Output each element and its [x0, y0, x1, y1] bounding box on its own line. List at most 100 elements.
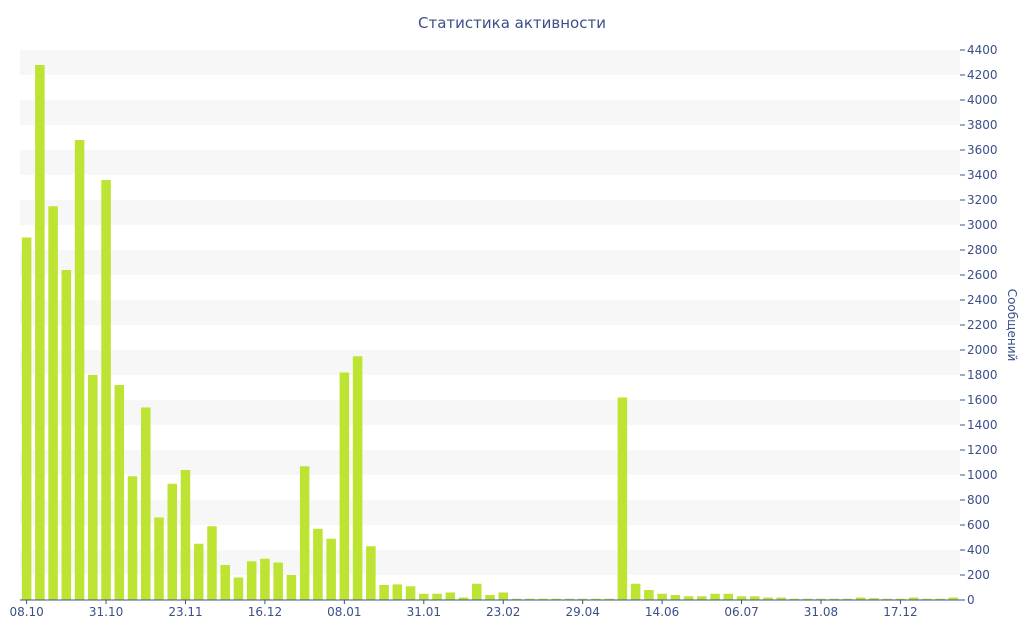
bar[interactable]	[366, 546, 376, 600]
y-tick-label: 2000	[967, 343, 998, 357]
x-tick-label: 31.08	[804, 605, 838, 619]
bar[interactable]	[842, 598, 853, 600]
bar[interactable]	[193, 543, 204, 600]
bar[interactable]	[538, 598, 548, 600]
y-axis-label: Сообщений	[1005, 289, 1019, 362]
grid-band	[20, 300, 960, 325]
bar[interactable]	[246, 561, 257, 600]
x-tick-label: 23.02	[486, 605, 520, 619]
grid-bands	[20, 50, 960, 575]
bar[interactable]	[299, 466, 310, 600]
y-tick-label: 3000	[967, 218, 998, 232]
bar[interactable]	[220, 565, 230, 600]
bar[interactable]	[644, 590, 654, 600]
bar[interactable]	[180, 470, 191, 600]
y-tick-label: 0	[967, 593, 975, 607]
y-tick-label: 1400	[967, 418, 998, 432]
y-tick-label: 4400	[967, 43, 998, 57]
y-tick-label: 3400	[967, 168, 998, 182]
grid-band	[20, 400, 960, 425]
bar[interactable]	[630, 583, 641, 600]
bar[interactable]	[74, 140, 85, 600]
bar[interactable]	[88, 375, 98, 600]
bar[interactable]	[35, 65, 45, 600]
x-tick-label: 08.10	[9, 605, 43, 619]
bar[interactable]	[922, 598, 932, 600]
bar[interactable]	[458, 597, 469, 601]
bar[interactable]	[114, 385, 125, 600]
y-tick-label: 200	[967, 568, 990, 582]
bar[interactable]	[21, 237, 32, 601]
x-tick-label: 08.01	[327, 605, 361, 619]
y-axis-ticks: 0 200 400 600 800 1000 1200 1400 1600 1800 2000 220…	[960, 43, 998, 607]
bar[interactable]	[855, 597, 866, 601]
y-tick-label: 3800	[967, 118, 998, 132]
bar[interactable]	[432, 593, 442, 600]
x-tick-label: 31.01	[407, 605, 441, 619]
bar[interactable]	[260, 558, 270, 600]
bar[interactable]	[895, 598, 906, 600]
grid-band	[20, 200, 960, 225]
bar[interactable]	[405, 586, 416, 600]
bar[interactable]	[789, 598, 800, 600]
y-tick-label: 1600	[967, 393, 998, 407]
bar[interactable]	[445, 592, 456, 601]
bar[interactable]	[339, 372, 350, 601]
bar[interactable]	[816, 598, 826, 600]
bar[interactable]	[313, 528, 323, 600]
bar[interactable]	[379, 585, 389, 600]
bar[interactable]	[154, 517, 164, 601]
bar[interactable]	[829, 598, 839, 600]
bar[interactable]	[326, 538, 336, 600]
bar[interactable]	[935, 598, 945, 600]
bar[interactable]	[683, 596, 694, 600]
bar-series	[21, 65, 959, 601]
bar[interactable]	[869, 598, 879, 601]
bar[interactable]	[723, 593, 734, 600]
bar[interactable]	[564, 598, 575, 600]
bar[interactable]	[551, 598, 561, 600]
bar[interactable]	[802, 598, 813, 600]
bar[interactable]	[697, 596, 707, 600]
bar[interactable]	[750, 596, 760, 600]
bar[interactable]	[524, 598, 535, 600]
bar[interactable]	[167, 483, 178, 600]
bar[interactable]	[352, 356, 363, 600]
bar[interactable]	[101, 180, 111, 600]
bar[interactable]	[233, 577, 244, 601]
bar[interactable]	[392, 584, 403, 601]
bar[interactable]	[591, 598, 601, 600]
bar[interactable]	[485, 595, 495, 600]
bar[interactable]	[286, 575, 297, 600]
bar[interactable]	[710, 593, 720, 600]
bar[interactable]	[604, 598, 614, 600]
bar[interactable]	[908, 597, 919, 601]
y-tick-label: 3200	[967, 193, 998, 207]
bar[interactable]	[776, 597, 787, 601]
bar[interactable]	[471, 583, 482, 600]
bar[interactable]	[127, 476, 138, 600]
x-tick-label: 31.10	[89, 605, 123, 619]
bar[interactable]	[736, 596, 747, 600]
bar[interactable]	[498, 592, 508, 601]
y-tick-label: 400	[967, 543, 990, 557]
bar[interactable]	[670, 595, 681, 600]
y-tick-label: 2200	[967, 318, 998, 332]
bar[interactable]	[511, 598, 522, 600]
bar[interactable]	[617, 397, 628, 601]
bar[interactable]	[763, 597, 773, 601]
bar[interactable]	[419, 593, 429, 600]
bar[interactable]	[882, 598, 892, 600]
bar[interactable]	[141, 407, 151, 601]
bar[interactable]	[273, 562, 283, 601]
x-tick-label: 14.06	[645, 605, 679, 619]
x-tick-label: 23.11	[168, 605, 202, 619]
bar[interactable]	[657, 593, 667, 600]
bar[interactable]	[207, 526, 217, 600]
bar[interactable]	[948, 597, 959, 601]
x-tick-label: 17.12	[883, 605, 917, 619]
bar[interactable]	[61, 270, 72, 600]
bar[interactable]	[48, 206, 58, 600]
bar[interactable]	[577, 598, 588, 600]
